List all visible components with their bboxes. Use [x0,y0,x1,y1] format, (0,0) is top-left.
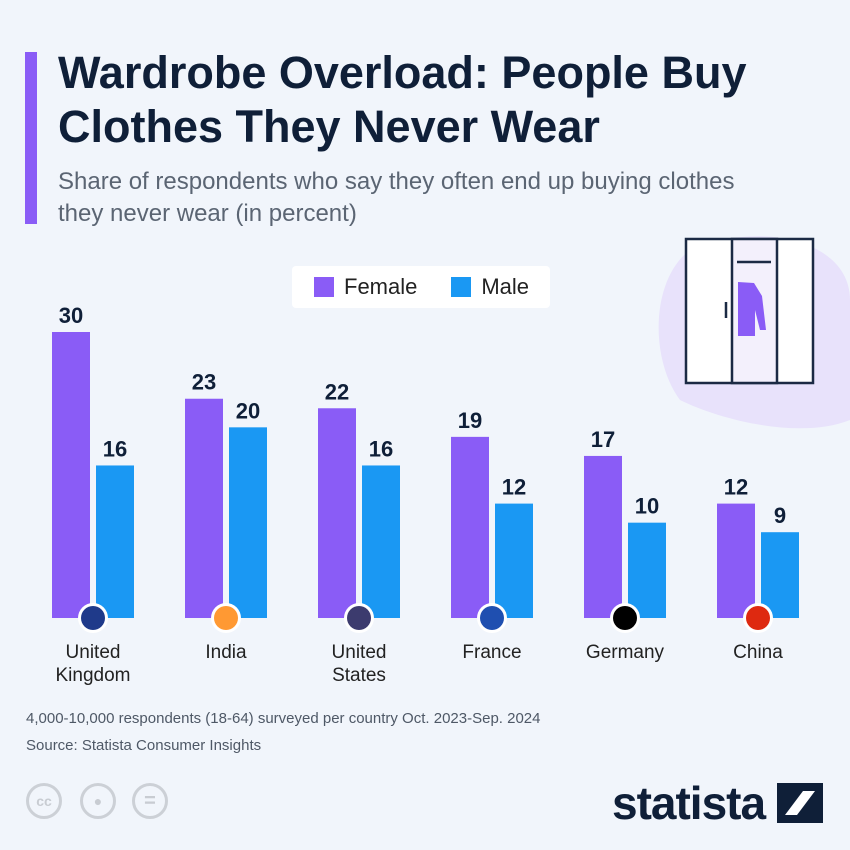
legend-label-female: Female [344,274,418,299]
category-label: United [66,642,121,663]
bar-male [362,465,400,618]
statista-logo: statista [612,776,823,830]
data-label: 12 [502,475,526,500]
category-label: United [332,642,387,663]
no-derivatives-icon: = [132,783,168,819]
data-label: 30 [59,303,83,328]
accent-bar [25,52,37,224]
flag-fill [613,606,637,630]
data-label: 9 [774,503,786,528]
data-label: 20 [236,398,260,423]
cc-icon: cc [26,783,62,819]
survey-note: 4,000-10,000 respondents (18-64) surveye… [26,710,541,727]
data-label: 16 [103,436,127,461]
data-label: 22 [325,379,349,404]
bar-male [628,522,666,618]
bar-female [318,408,356,618]
data-label: 10 [635,494,659,519]
category-label: China [733,642,783,663]
legend: Female Male [292,266,550,308]
bar-female [451,436,489,618]
bar-male [96,465,134,618]
data-label: 17 [591,427,615,452]
flag-fill [214,606,238,630]
bar-male [495,503,533,618]
category-label: States [332,665,386,686]
category-label: Germany [586,642,665,663]
bar-male [761,532,799,618]
bar-female [717,503,755,618]
attribution-icon: ● [80,783,116,819]
bar-female [52,332,90,618]
flag-fill [746,606,770,630]
data-label: 23 [192,370,216,395]
flag-fill [81,606,105,630]
bar-female [185,398,223,618]
flag-fill [480,606,504,630]
chart-title: Wardrobe Overload: People Buy Clothes Th… [58,47,747,152]
legend-label-male: Male [481,274,530,299]
logo-text: statista [612,777,766,829]
statista-logo-mark [776,783,823,823]
bar-female [584,455,622,618]
bar-male [229,427,267,618]
flag-fill [347,606,371,630]
source-note: Source: Statista Consumer Insights [26,737,262,754]
legend-swatch-male [451,277,472,297]
data-label: 12 [724,475,748,500]
data-label: 19 [458,408,482,433]
legend-swatch-female [314,277,334,297]
category-label: Kingdom [56,665,131,686]
category-label: France [462,642,521,663]
data-label: 16 [369,436,393,461]
category-label: India [205,642,247,663]
chart-subtitle: Share of respondents who say they often … [58,168,735,227]
